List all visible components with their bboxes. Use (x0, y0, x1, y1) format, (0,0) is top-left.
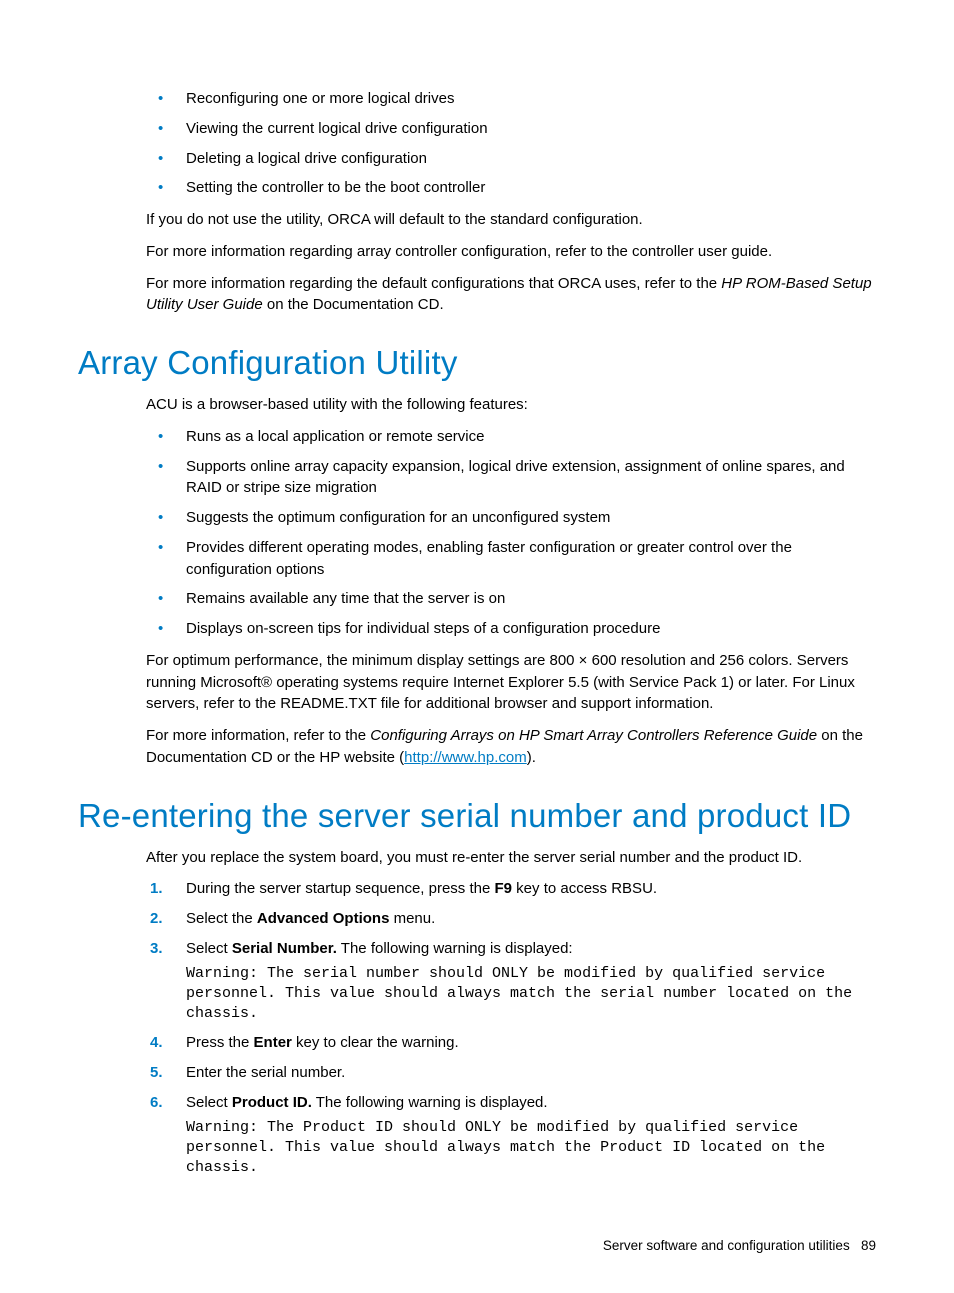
step-2: Select the Advanced Options menu. (146, 908, 876, 930)
hp-website-link[interactable]: http://www.hp.com (404, 749, 527, 766)
text-fragment: key to clear the warning. (292, 1034, 459, 1051)
page-footer: Server software and configuration utilit… (78, 1238, 876, 1253)
list-item: Setting the controller to be the boot co… (146, 177, 876, 199)
text-fragment: Select (186, 940, 232, 957)
warning-text: Warning: The serial number should ONLY b… (186, 964, 876, 1025)
text-fragment: Select the (186, 910, 257, 927)
doc-title-italic: Configuring Arrays on HP Smart Array Con… (370, 727, 817, 744)
text-fragment: During the server startup sequence, pres… (186, 880, 495, 897)
step-4: Press the Enter key to clear the warning… (146, 1032, 876, 1054)
footer-section: Server software and configuration utilit… (603, 1238, 850, 1253)
text-fragment: on the Documentation CD. (263, 296, 444, 313)
text-fragment: menu. (389, 910, 435, 927)
text-fragment: Select (186, 1094, 232, 1111)
field-label: Serial Number. (232, 940, 337, 957)
step-6: Select Product ID. The following warning… (146, 1092, 876, 1179)
acu-paragraph-1: For optimum performance, the minimum dis… (146, 650, 876, 715)
key-label: Enter (254, 1034, 292, 1051)
list-item: Viewing the current logical drive config… (146, 118, 876, 140)
menu-label: Advanced Options (257, 910, 390, 927)
text-fragment: The following warning is displayed. (312, 1094, 548, 1111)
acu-intro: ACU is a browser-based utility with the … (146, 394, 876, 416)
reenter-intro: After you replace the system board, you … (146, 847, 876, 869)
text-fragment: The following warning is displayed: (337, 940, 573, 957)
text-fragment: For more information, refer to the (146, 727, 370, 744)
reenter-steps-list: During the server startup sequence, pres… (146, 878, 876, 1178)
field-label: Product ID. (232, 1094, 312, 1111)
text-fragment: Press the (186, 1034, 254, 1051)
text-fragment: key to access RBSU. (512, 880, 657, 897)
warning-text: Warning: The Product ID should ONLY be m… (186, 1118, 876, 1179)
list-item: Remains available any time that the serv… (146, 588, 876, 610)
acu-bullet-list: Runs as a local application or remote se… (146, 426, 876, 640)
list-item: Supports online array capacity expansion… (146, 456, 876, 500)
acu-paragraph-2: For more information, refer to the Confi… (146, 725, 876, 769)
intro-paragraph-1: If you do not use the utility, ORCA will… (146, 209, 876, 231)
step-3: Select Serial Number. The following warn… (146, 938, 876, 1025)
intro-paragraph-3: For more information regarding the defau… (146, 273, 876, 317)
intro-paragraph-2: For more information regarding array con… (146, 241, 876, 263)
intro-bullet-list: Reconfiguring one or more logical drives… (146, 88, 876, 199)
page-container: Reconfiguring one or more logical drives… (0, 0, 954, 1293)
key-label: F9 (495, 880, 513, 897)
heading-acu: Array Configuration Utility (78, 344, 876, 382)
footer-page-number: 89 (861, 1238, 876, 1253)
list-item: Suggests the optimum configuration for a… (146, 507, 876, 529)
list-item: Deleting a logical drive configuration (146, 148, 876, 170)
text-fragment: For more information regarding the defau… (146, 275, 721, 292)
heading-reenter: Re-entering the server serial number and… (78, 797, 876, 835)
list-item: Reconfiguring one or more logical drives (146, 88, 876, 110)
text-fragment: ). (527, 749, 536, 766)
list-item: Displays on-screen tips for individual s… (146, 618, 876, 640)
list-item: Runs as a local application or remote se… (146, 426, 876, 448)
step-1: During the server startup sequence, pres… (146, 878, 876, 900)
list-item: Provides different operating modes, enab… (146, 537, 876, 581)
step-5: Enter the serial number. (146, 1062, 876, 1084)
